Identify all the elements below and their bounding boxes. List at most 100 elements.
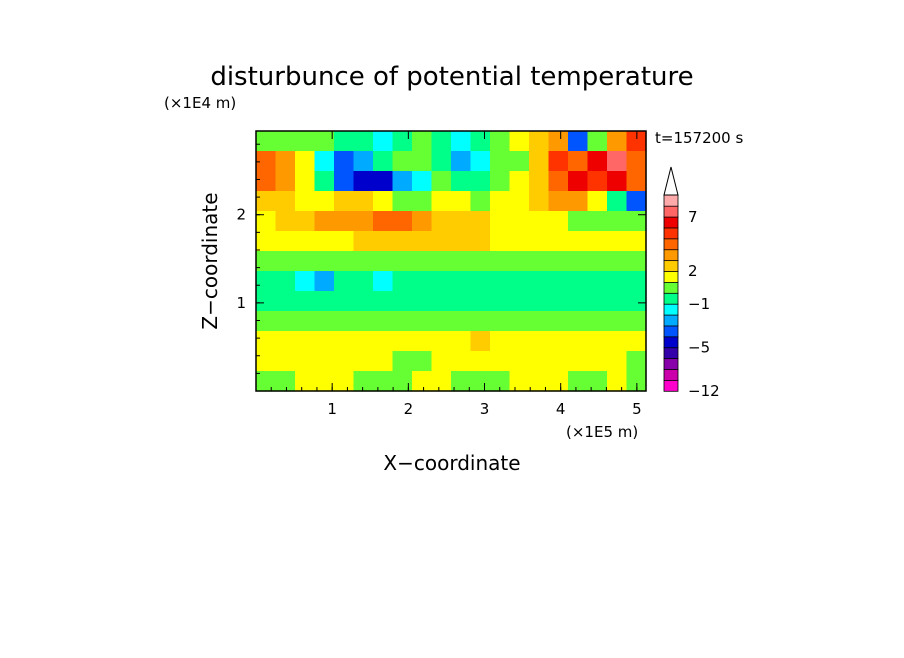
heatmap-cell [373,351,394,372]
heatmap-cell [509,151,530,172]
plot-frame [255,130,647,392]
heatmap-cell [392,211,413,232]
colorbar-tick-label: 7 [688,208,698,226]
heatmap-cell [451,311,472,332]
colorbar-swatch [663,336,679,349]
heatmap-cell [587,311,608,332]
heatmap-cell [295,211,316,232]
heatmap-cell [275,151,296,172]
y-tick-label: 1 [236,294,246,312]
x-axis-label: X−coordinate [383,451,520,475]
heatmap-cell [353,331,374,352]
heatmap-cells [256,131,647,392]
heatmap-cell [548,371,569,392]
heatmap-cell [256,271,277,292]
heatmap-cell [470,271,491,292]
colorbar-swatch [663,357,679,370]
heatmap-cell [548,291,569,312]
heatmap-cell [275,251,296,272]
heatmap-cell [509,311,530,332]
heatmap-cell [334,131,355,152]
heatmap-cell [353,171,374,192]
heatmap-cell [431,311,452,332]
heatmap-cell [626,291,647,312]
heatmap-cell [626,151,647,172]
heatmap-cell [256,131,277,152]
heatmap-cell [587,271,608,292]
heatmap-cell [548,151,569,172]
heatmap-cell [626,331,647,352]
heatmap-cell [451,231,472,252]
heatmap-cell [548,231,569,252]
heatmap-cell [529,351,550,372]
heatmap-cell [353,371,374,392]
heatmap-cell [275,331,296,352]
heatmap-cell [256,211,277,232]
heatmap-cell [256,291,277,312]
heatmap-cell [353,191,374,212]
heatmap-cell [314,231,335,252]
colorbar-swatch [663,314,679,327]
heatmap-cell [256,371,277,392]
heatmap-cell [412,371,433,392]
heatmap-cell [256,151,277,172]
heatmap-cell [412,351,433,372]
heatmap-cell [431,231,452,252]
heatmap-cell [509,231,530,252]
heatmap-cell [373,331,394,352]
heatmap-cell [334,191,355,212]
heatmap-cell [412,291,433,312]
heatmap-cell [275,231,296,252]
heatmap-cell [431,351,452,372]
heatmap-cell [568,271,589,292]
heatmap-cell [451,351,472,372]
heatmap-cell [353,271,374,292]
heatmap-cell [626,351,647,372]
heatmap-cell [587,151,608,172]
heatmap-cell [314,291,335,312]
heatmap-cell [490,331,511,352]
heatmap-cell [275,271,296,292]
heatmap-cell [470,211,491,232]
heatmap-cell [470,231,491,252]
heatmap-cell [548,211,569,232]
heatmap-cell [275,371,296,392]
heatmap-cell [431,371,452,392]
heatmap-cell [490,291,511,312]
heatmap-cell [587,131,608,152]
heatmap-cell [587,371,608,392]
heatmap-cell [353,131,374,152]
heatmap-cell [626,231,647,252]
colorbar [663,166,679,392]
heatmap-cell [295,331,316,352]
heatmap-cell [529,331,550,352]
heatmap-cell [431,251,452,272]
heatmap-cell [353,291,374,312]
heatmap-cell [490,271,511,292]
heatmap-cell [529,131,550,152]
heatmap-cell [334,351,355,372]
colorbar-swatch [663,259,679,272]
heatmap-cell [392,371,413,392]
heatmap-cell [295,291,316,312]
x-tick-label: 2 [404,400,414,418]
heatmap-cell [470,291,491,312]
colorbar-swatch [663,238,679,251]
heatmap-cell [607,151,628,172]
heatmap-cell [373,211,394,232]
heatmap-cell [412,151,433,172]
heatmap-cell [490,151,511,172]
heatmap-cell [256,231,277,252]
heatmap-cell [490,371,511,392]
heatmap-cell [529,311,550,332]
y-axis-scale-note: (×1E4 m) [164,94,236,112]
chart-title: disturbunce of potential temperature [210,62,693,92]
heatmap-cell [334,211,355,232]
heatmap-cell [470,151,491,172]
heatmap-cell [568,211,589,232]
heatmap-cell [490,231,511,252]
heatmap-cell [529,251,550,272]
colorbar-swatch [663,249,679,262]
heatmap-cell [353,151,374,172]
heatmap-cell [334,311,355,332]
